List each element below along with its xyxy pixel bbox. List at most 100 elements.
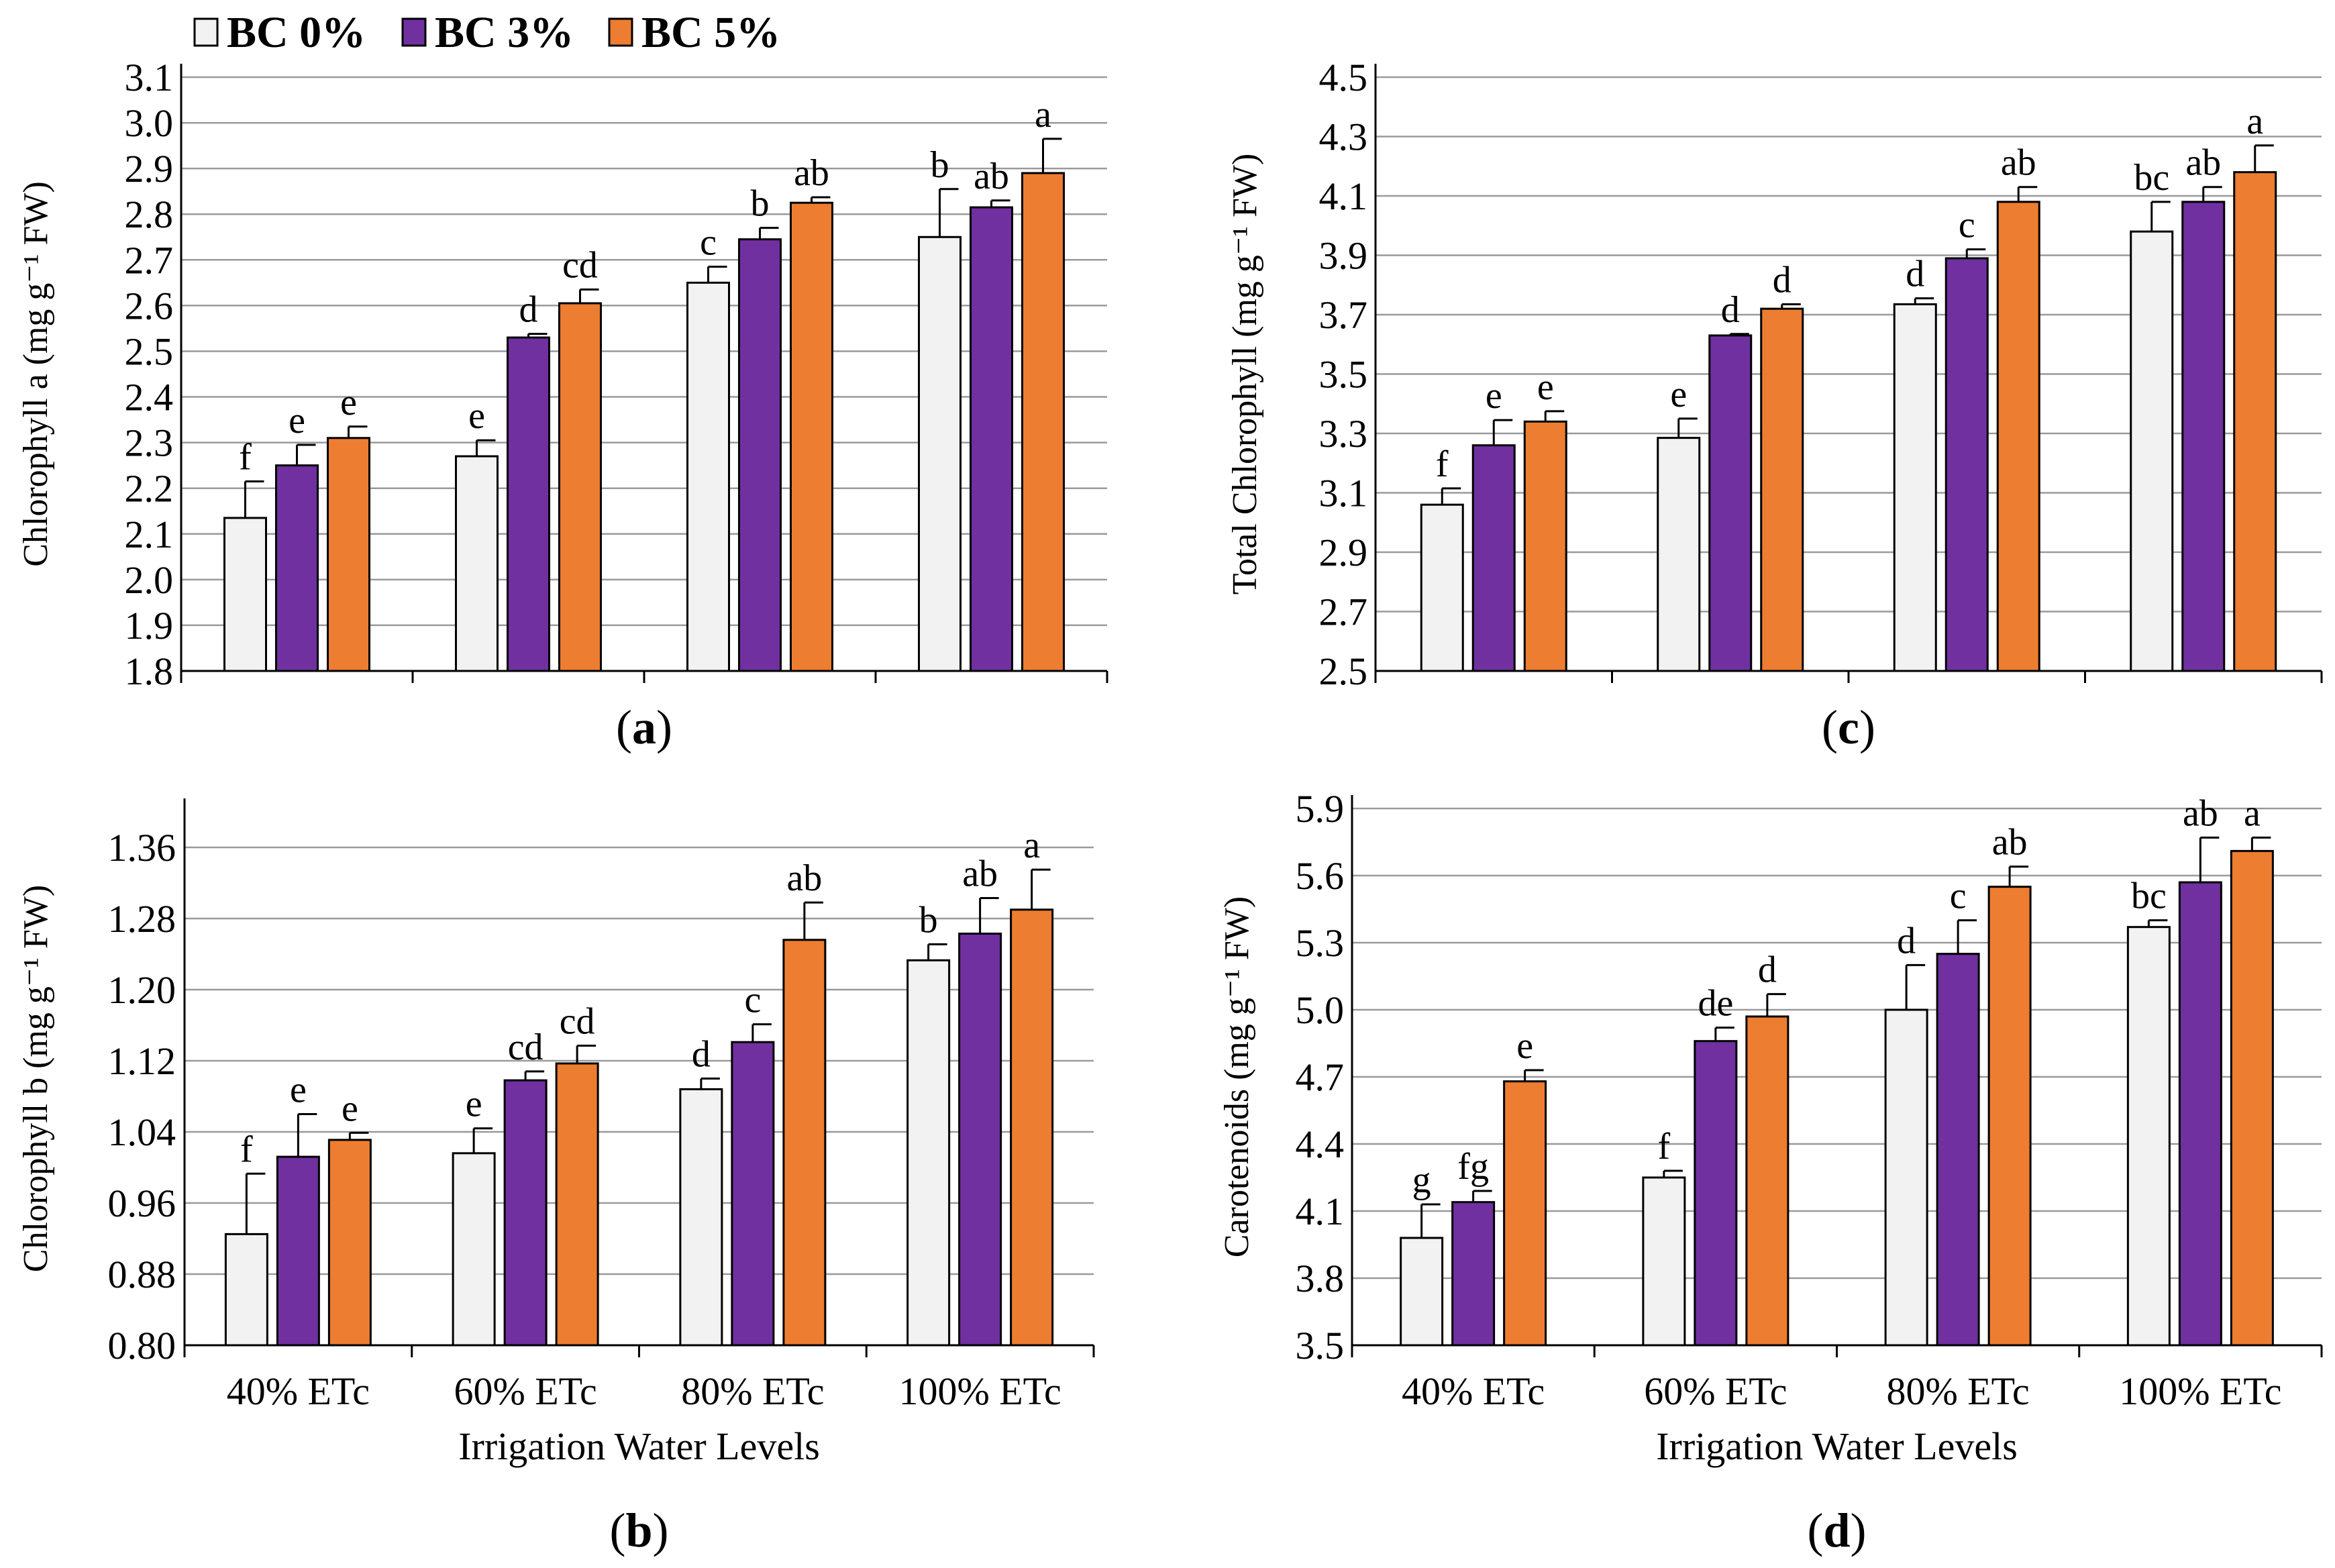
legend-swatch-bc3 bbox=[401, 17, 427, 47]
y-tick-label: 2.3 bbox=[125, 421, 174, 465]
y-axis-label: Chlorophyll b (mg g⁻¹ FW) bbox=[17, 885, 55, 1272]
bar bbox=[1936, 953, 1980, 1347]
bar bbox=[1503, 1080, 1547, 1347]
y-tick-label: 3.9 bbox=[1319, 234, 1368, 278]
significance-letter: e bbox=[468, 395, 485, 437]
y-tick-label: 0.80 bbox=[108, 1324, 176, 1367]
bar bbox=[555, 1062, 599, 1347]
significance-letter: e bbox=[340, 382, 357, 423]
legend: BC 0% BC 3% BC 5% bbox=[193, 8, 780, 57]
x-axis-title: Irrigation Water Levels bbox=[1656, 1424, 2018, 1468]
x-tick-label: 80% ETc bbox=[681, 1369, 824, 1413]
y-tick-label: 3.5 bbox=[1319, 353, 1368, 397]
significance-letter: fg bbox=[1457, 1146, 1489, 1188]
significance-letter: e bbox=[342, 1088, 358, 1129]
bar bbox=[679, 1088, 723, 1347]
bar bbox=[2233, 171, 2277, 672]
y-tick-label: 2.1 bbox=[125, 513, 174, 556]
significance-letter: g bbox=[1412, 1159, 1431, 1201]
legend-item-bc3: BC 3% bbox=[401, 8, 574, 57]
y-tick-label: 4.1 bbox=[1296, 1190, 1345, 1233]
bar bbox=[1694, 1040, 1738, 1347]
x-tick-label: 100% ETc bbox=[2119, 1369, 2281, 1413]
y-tick-label: 1.04 bbox=[108, 1110, 176, 1154]
bar bbox=[2230, 849, 2274, 1347]
bar bbox=[455, 455, 499, 672]
x-tick-label: 60% ETc bbox=[1644, 1369, 1787, 1413]
y-tick-label: 4.7 bbox=[1296, 1055, 1345, 1099]
significance-letter: c bbox=[1959, 205, 1975, 246]
legend-swatch-bc0 bbox=[193, 17, 219, 47]
y-tick-label: 2.4 bbox=[125, 376, 174, 419]
bar bbox=[2181, 201, 2226, 672]
significance-letter: a bbox=[2244, 792, 2261, 834]
panel-a: 1.81.92.02.12.22.32.42.52.62.72.82.93.03… bbox=[17, 56, 1108, 754]
bar bbox=[1451, 1201, 1496, 1347]
y-tick-label: 5.9 bbox=[1296, 787, 1345, 831]
bar bbox=[970, 206, 1013, 672]
legend-label-bc5: BC 5% bbox=[641, 8, 780, 57]
bar bbox=[1893, 303, 1937, 672]
bar bbox=[790, 201, 833, 672]
y-tick-label: 1.28 bbox=[108, 897, 176, 941]
y-tick-label: 5.3 bbox=[1296, 921, 1345, 965]
bar bbox=[1708, 334, 1753, 672]
panel-b: 0.80 0.88 0.96 1.04 1.12 1.20 1.28 1.36 40% ETc f… bbox=[17, 798, 1095, 1557]
y-tick-label: 0.96 bbox=[108, 1182, 176, 1225]
bar bbox=[558, 302, 602, 672]
significance-letter: e bbox=[1537, 366, 1554, 408]
y-tick-label: 5.0 bbox=[1296, 988, 1345, 1032]
significance-letter: ab bbox=[786, 857, 822, 899]
y-tick-label: 2.0 bbox=[125, 558, 174, 602]
legend-item-bc0: BC 0% bbox=[193, 8, 366, 57]
y-tick-label: 3.0 bbox=[125, 101, 174, 145]
significance-letter: e bbox=[290, 1069, 307, 1111]
y-tick-label: 3.3 bbox=[1319, 412, 1368, 456]
bar bbox=[958, 933, 1002, 1347]
bar bbox=[1400, 1237, 1444, 1347]
bar bbox=[906, 959, 951, 1347]
bar bbox=[452, 1152, 496, 1347]
bar bbox=[738, 238, 782, 672]
bar bbox=[1523, 420, 1567, 672]
y-tick-label: 1.20 bbox=[108, 968, 176, 1012]
legend-swatch-bc5 bbox=[608, 17, 633, 47]
significance-letter: d bbox=[1758, 949, 1777, 991]
y-tick-label: 1.9 bbox=[125, 604, 174, 647]
bar bbox=[1010, 908, 1054, 1347]
legend-label-bc3: BC 3% bbox=[435, 8, 574, 57]
y-axis-label: Total Chlorophyll (mg g⁻¹ FW) bbox=[1226, 154, 1264, 595]
significance-letter: e bbox=[1670, 374, 1687, 415]
bar bbox=[223, 517, 267, 672]
y-tick-label: 2.6 bbox=[125, 284, 174, 327]
y-tick-label: 1.8 bbox=[125, 649, 174, 693]
significance-letter: ab bbox=[794, 152, 829, 194]
panel-d: 3.5 3.8 4.1 4.4 4.7 5.0 5.3 5.6 5.9 40% ETc g fg e 60… bbox=[1218, 787, 2323, 1557]
panel-label: (d) bbox=[1807, 1504, 1866, 1557]
x-tick-label: 60% ETc bbox=[454, 1369, 596, 1413]
significance-letter: d bbox=[1721, 289, 1740, 331]
significance-letter: d bbox=[1897, 920, 1916, 961]
significance-letter: ab bbox=[1992, 822, 2028, 864]
bar bbox=[1996, 201, 2040, 672]
significance-letter: ab bbox=[962, 853, 998, 895]
significance-letter: a bbox=[2246, 101, 2263, 142]
panel-label: (a) bbox=[616, 700, 672, 754]
y-tick-label: 3.5 bbox=[1296, 1324, 1345, 1367]
significance-letter: e bbox=[1486, 375, 1502, 417]
y-tick-label: 2.2 bbox=[125, 467, 174, 511]
significance-letter: f bbox=[239, 436, 252, 478]
y-tick-label: 3.1 bbox=[125, 56, 174, 99]
y-tick-label: 4.5 bbox=[1319, 56, 1368, 99]
panel-c: 2.52.72.93.13.33.53.73.94.14.34.5fe e edd d… bbox=[1226, 56, 2323, 754]
panel-label: (c) bbox=[1822, 700, 1875, 754]
bar bbox=[2178, 881, 2222, 1347]
significance-letter: f bbox=[1658, 1126, 1671, 1167]
bar bbox=[276, 1155, 320, 1347]
y-tick-label: 2.9 bbox=[125, 147, 174, 191]
legend-item-bc5: BC 5% bbox=[608, 8, 780, 57]
significance-letter: de bbox=[1698, 983, 1733, 1025]
y-tick-label: 3.8 bbox=[1296, 1257, 1345, 1300]
significance-letter: b bbox=[931, 144, 949, 186]
